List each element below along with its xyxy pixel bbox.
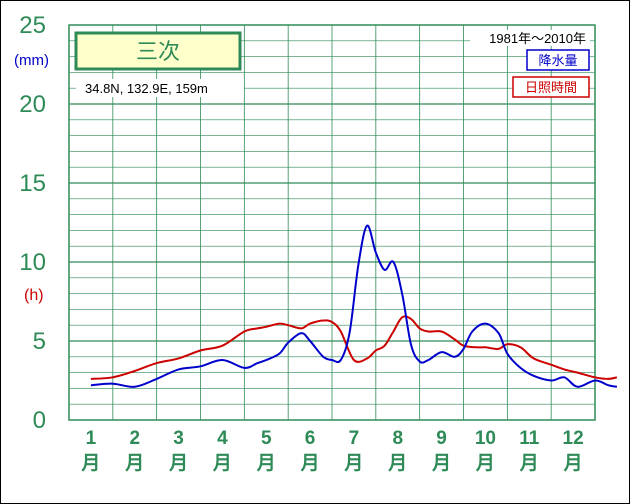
- x-tick-suffix: 月: [256, 453, 276, 474]
- precip-unit-label: (mm): [14, 52, 49, 69]
- x-tick-suffix: 月: [300, 453, 320, 474]
- series-line-sunshine: [90, 315, 618, 380]
- y-tick-label: 5: [33, 328, 46, 355]
- x-tick-suffix: 月: [168, 453, 188, 474]
- x-tick-label: 10: [475, 428, 496, 449]
- x-tick-label: 11: [519, 428, 540, 449]
- legend-label-sunshine: 日照時間: [525, 80, 577, 95]
- y-axis: 0 5 10 15 20 25: [19, 12, 46, 434]
- x-tick-label: 6: [305, 428, 316, 449]
- x-tick-suffix: 月: [563, 453, 583, 474]
- x-tick-label: 12: [563, 428, 584, 449]
- legend-item-precipitation: [526, 49, 590, 71]
- y-tick-label: 25: [19, 12, 46, 39]
- x-tick-suffix: 月: [212, 453, 232, 474]
- x-tick-label: 3: [173, 428, 184, 449]
- x-tick-suffix: 月: [519, 453, 539, 474]
- grid: [69, 25, 595, 420]
- x-tick-suffix: 月: [343, 453, 363, 474]
- x-tick-suffix: 月: [387, 453, 407, 474]
- legend-label-precipitation: 降水量: [538, 53, 577, 68]
- x-tick-suffix: 月: [124, 453, 144, 474]
- legend-item-sunshine: [512, 76, 590, 98]
- series-line-precipitation: [90, 224, 618, 388]
- x-tick-label: 9: [436, 428, 447, 449]
- station-box: [74, 31, 242, 71]
- x-tick-label: 8: [392, 428, 403, 449]
- x-tick-label: 2: [129, 428, 140, 449]
- period-label: 1981年〜2010年: [489, 31, 586, 46]
- y-tick-label: 0: [33, 407, 46, 434]
- x-tick-label: 1: [86, 428, 97, 449]
- x-axis: 1 月 2 月 3 月 4 月 5 月 6 月 7 月 8 月 9 月 10 月 11 月 12 月: [80, 428, 583, 474]
- coords-bg: [76, 79, 244, 97]
- x-tick-suffix: 月: [80, 453, 100, 474]
- sunshine-unit-label: (h): [24, 287, 44, 304]
- period-bg: [470, 30, 590, 46]
- x-tick-suffix: 月: [475, 453, 495, 474]
- y-tick-label: 10: [19, 249, 46, 276]
- legend: 降水量 日照時間: [512, 49, 590, 98]
- x-tick-label: 7: [349, 428, 360, 449]
- station-name: 三次: [136, 40, 180, 65]
- x-tick-label: 5: [261, 428, 272, 449]
- station-coords: 34.8N, 132.9E, 159m: [85, 81, 208, 96]
- x-tick-suffix: 月: [431, 453, 451, 474]
- y-tick-label: 20: [19, 91, 46, 118]
- x-tick-label: 4: [217, 428, 228, 449]
- y-tick-label: 15: [19, 170, 46, 197]
